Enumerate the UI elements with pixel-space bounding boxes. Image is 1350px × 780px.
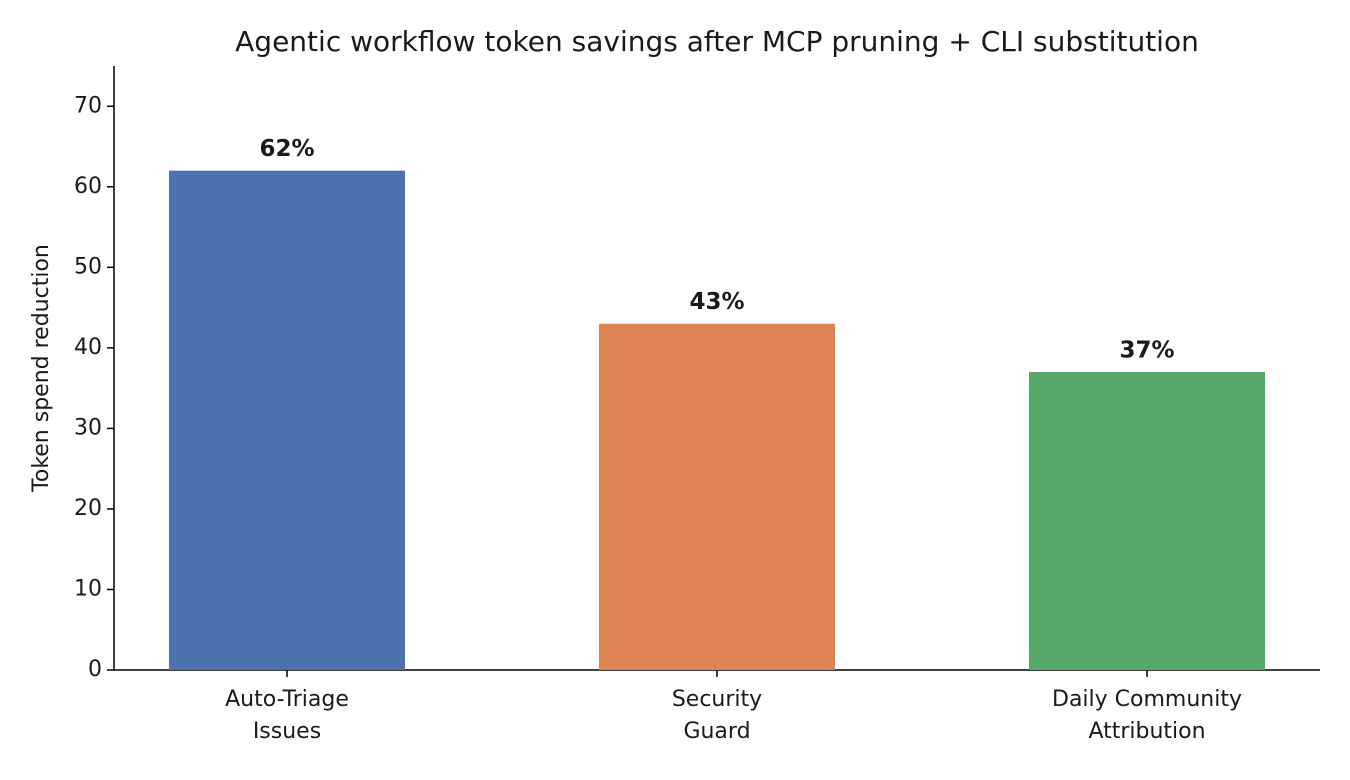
chart-title: Agentic workflow token savings after MCP… <box>235 25 1199 58</box>
y-tick-label: 50 <box>74 254 102 279</box>
y-tick-label: 60 <box>74 174 102 199</box>
y-tick-label: 20 <box>74 496 102 521</box>
x-tick-label: Attribution <box>1088 719 1205 744</box>
x-tick-label: Guard <box>683 719 750 744</box>
y-tick-label: 10 <box>74 576 102 601</box>
bar <box>599 323 835 670</box>
x-tick-label: Issues <box>253 719 321 744</box>
bar <box>169 170 405 670</box>
y-axis-label: Token spend reduction <box>29 244 54 493</box>
value-label: 43% <box>689 289 744 315</box>
value-label: 37% <box>1119 338 1174 364</box>
bar <box>1029 372 1265 670</box>
x-tick-label: Security <box>672 687 762 712</box>
y-tick-label: 70 <box>74 93 102 118</box>
y-tick-label: 30 <box>74 415 102 440</box>
y-tick-label: 40 <box>74 335 102 360</box>
x-tick-label: Auto-Triage <box>225 687 349 712</box>
value-label: 62% <box>259 136 314 162</box>
y-tick-label: 0 <box>88 657 102 682</box>
x-tick-label: Daily Community <box>1052 687 1242 712</box>
